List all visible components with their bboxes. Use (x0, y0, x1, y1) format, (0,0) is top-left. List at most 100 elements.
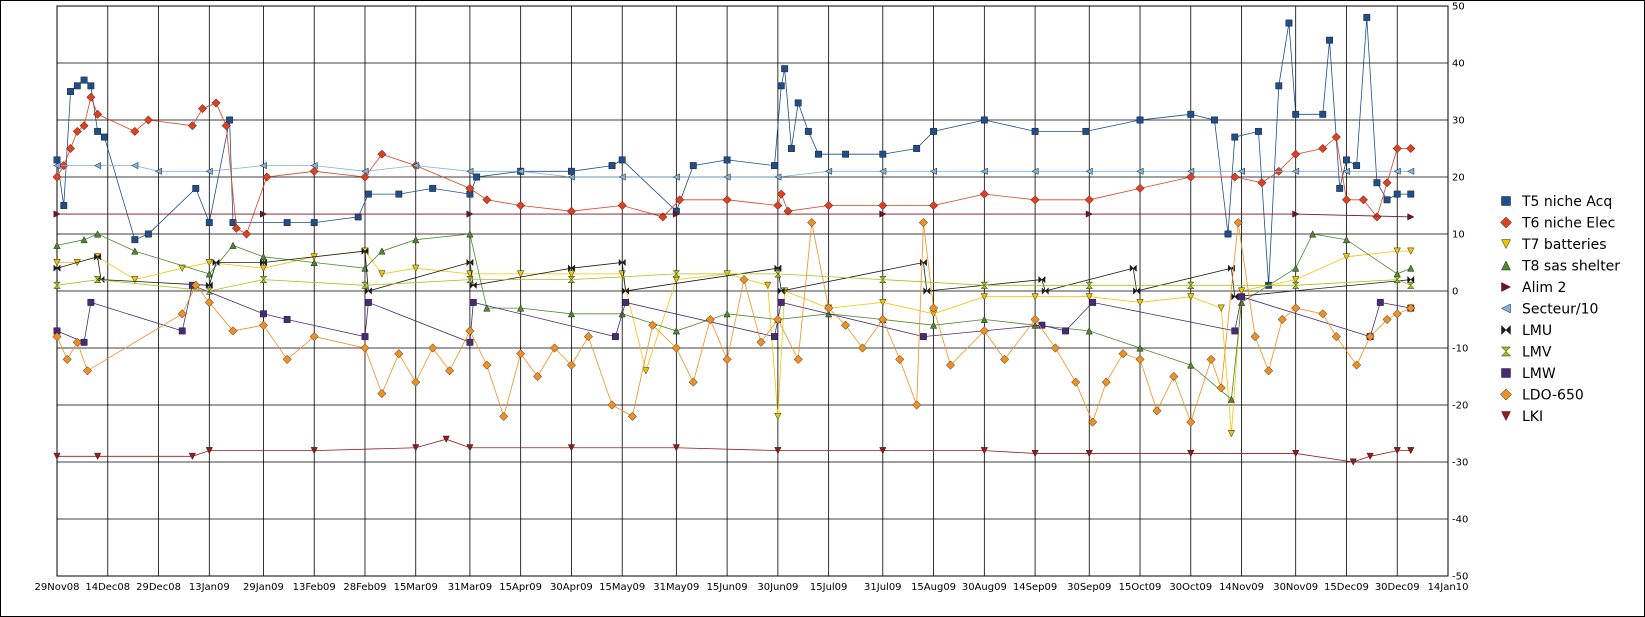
data-point (259, 264, 268, 272)
data-point (807, 218, 817, 228)
data-point (1186, 281, 1195, 289)
data-point (566, 206, 576, 216)
data-point (979, 189, 989, 199)
data-point (1318, 143, 1328, 154)
x-tick-label: 15Jun09 (707, 582, 748, 593)
data-point (360, 172, 370, 182)
data-point (774, 412, 782, 421)
series-line (57, 213, 1411, 218)
data-point (1237, 167, 1245, 175)
data-point (774, 264, 782, 273)
data-point (1291, 149, 1301, 159)
data-point (1118, 349, 1128, 359)
data-point (144, 230, 152, 238)
x-tick-label: 30Apr09 (550, 582, 593, 593)
data-point (516, 200, 526, 211)
data-point (94, 127, 102, 135)
legend-item: T8 sas shelter (1501, 259, 1620, 275)
legend-label: T6 niche Elec (1521, 216, 1615, 232)
data-point (857, 343, 868, 353)
data-point (53, 281, 61, 289)
data-point (412, 235, 420, 244)
data-point (131, 247, 139, 255)
data-point (824, 303, 834, 313)
series-line (56, 233, 1411, 401)
data-point (672, 327, 680, 335)
x-tick-label: 15Aug09 (911, 582, 956, 593)
series-alim-2 (53, 210, 1415, 221)
legend-marker (1501, 260, 1511, 271)
data-point (1358, 195, 1368, 205)
data-point (86, 92, 96, 102)
data-point (824, 200, 834, 211)
data-point (567, 310, 576, 318)
data-point (617, 200, 627, 211)
series-line (56, 284, 1411, 343)
data-point (100, 133, 108, 141)
data-point (1050, 343, 1060, 353)
x-tick-label: 29Jan09 (243, 582, 284, 593)
data-point (1136, 298, 1144, 307)
data-point (361, 247, 369, 255)
data-point (1352, 360, 1362, 370)
data-point (53, 327, 61, 335)
y-tick-label: 10 (1452, 230, 1465, 241)
data-point (354, 213, 362, 221)
data-point (188, 452, 196, 461)
data-point (466, 258, 474, 267)
data-point (1187, 450, 1195, 458)
data-point (672, 444, 680, 452)
data-point (87, 82, 95, 90)
data-point (1082, 127, 1090, 135)
data-point (1291, 281, 1300, 289)
data-point (1372, 212, 1382, 222)
data-point (771, 333, 778, 341)
data-point (774, 270, 782, 278)
data-point (259, 253, 268, 261)
data-point (1277, 314, 1287, 325)
data-point (1231, 327, 1239, 335)
data-point (377, 149, 387, 159)
data-point (469, 298, 477, 306)
data-point (1084, 195, 1094, 205)
data-point (229, 241, 237, 249)
series-lmv (53, 270, 1415, 295)
data-point (1135, 354, 1145, 364)
data-point (773, 314, 783, 325)
series-secteur-10 (53, 161, 1415, 181)
x-tick-label: 28Feb09 (343, 582, 386, 593)
x-tick-label: 31Mar09 (448, 582, 492, 593)
data-point (912, 400, 922, 410)
legend-marker (1501, 368, 1511, 378)
x-tick-label: 14Nov09 (1219, 582, 1264, 593)
x-tick-label: 29Nov08 (35, 582, 80, 593)
data-point (1187, 110, 1195, 118)
legend-label: LMU (1522, 323, 1552, 339)
data-point (517, 304, 525, 312)
data-point (1030, 195, 1040, 205)
data-point (567, 173, 575, 181)
data-point (913, 145, 921, 152)
data-point (228, 326, 238, 336)
legend-marker (1501, 324, 1511, 336)
data-point (52, 332, 62, 342)
data-point (1393, 276, 1402, 284)
data-point (567, 270, 576, 278)
data-point (1309, 230, 1317, 238)
data-point (1392, 309, 1402, 319)
data-point (131, 236, 139, 244)
y-tick-label: -20 (1452, 401, 1468, 412)
data-point (412, 264, 420, 272)
data-point (672, 210, 681, 218)
data-point (945, 360, 956, 370)
data-point (1237, 287, 1246, 295)
data-point (260, 310, 267, 318)
data-point (80, 338, 88, 346)
data-point (445, 366, 455, 376)
data-point (879, 210, 887, 218)
data-point (980, 167, 988, 175)
data-point (1292, 276, 1300, 284)
x-tick-label: 31Jul09 (864, 582, 902, 593)
legend-marker (1500, 388, 1512, 401)
legend-marker (1501, 411, 1511, 422)
